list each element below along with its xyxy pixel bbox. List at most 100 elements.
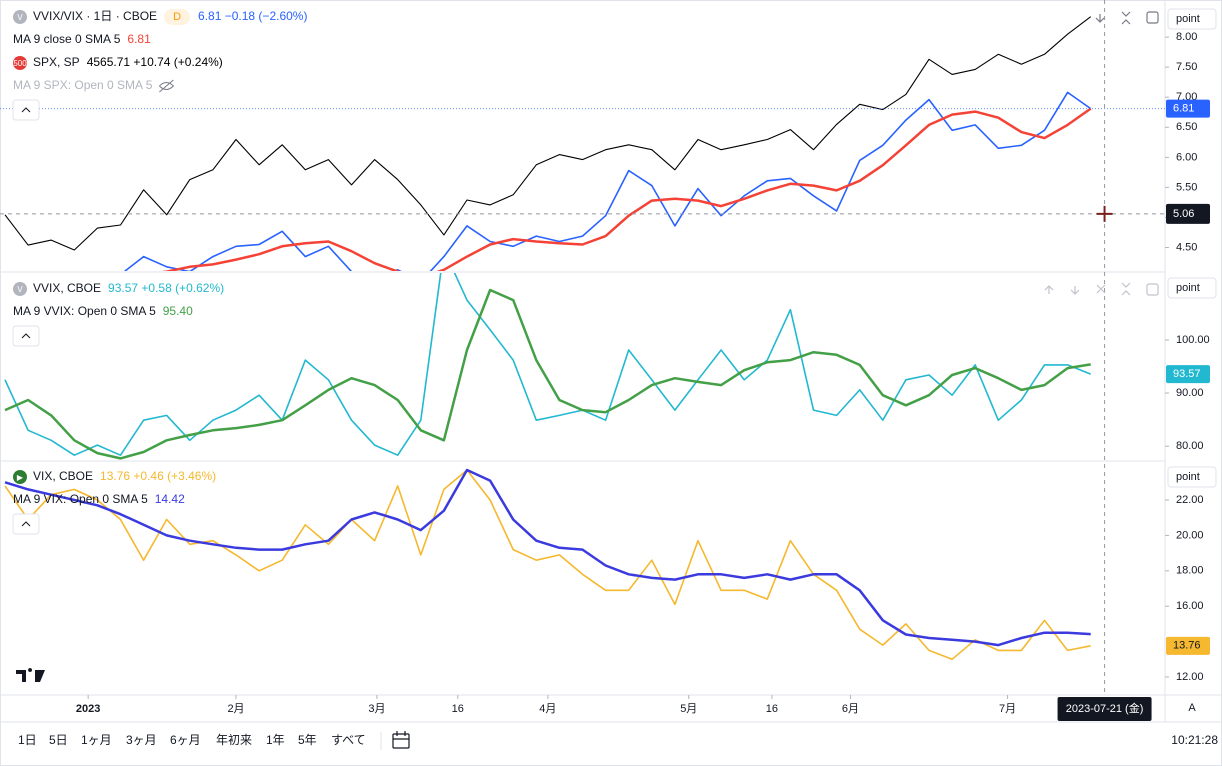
date-range-icon[interactable] xyxy=(392,731,410,749)
collapse-legend-glyph[interactable] xyxy=(21,521,31,527)
interval-badge: D xyxy=(173,11,181,23)
axis-unit-frame[interactable] xyxy=(1167,277,1217,299)
legend-name: SPX, SP xyxy=(33,55,80,69)
legend-icon-glyph: V xyxy=(17,285,23,294)
y-tick-label: 12.00 xyxy=(1176,671,1204,683)
crosshair-date: 2023-07-21 (金) xyxy=(1066,701,1144,715)
collapse-legend-glyph[interactable] xyxy=(21,333,31,339)
pane-controls[interactable] xyxy=(1044,282,1131,296)
series-line xyxy=(4,16,1092,251)
legend-value: 14.42 xyxy=(155,492,185,506)
x-tick-label: 6月 xyxy=(842,703,859,715)
x-tick-label: 16 xyxy=(452,703,464,715)
collapse-legend-glyph[interactable] xyxy=(21,107,31,113)
range-button[interactable]: 1年 xyxy=(266,733,285,747)
legend-icon-glyph: V xyxy=(17,13,23,22)
interval-badge-bg xyxy=(164,9,191,25)
legend-value: 4565.71 +10.74 (+0.24%) xyxy=(87,55,223,69)
legend-icon-glyph: 500 xyxy=(13,59,27,68)
legend-icon-glyph: ▶ xyxy=(17,473,24,482)
x-tick-label: 2023 xyxy=(76,703,100,715)
tv-logo xyxy=(16,668,45,682)
x-tick-label: 3月 xyxy=(368,703,385,715)
y-tick-label: 6.50 xyxy=(1176,121,1197,133)
range-button[interactable]: 1ヶ月 xyxy=(81,733,112,747)
scale-mode-button[interactable]: A xyxy=(1188,702,1196,714)
y-tick-label: 6.00 xyxy=(1176,151,1197,163)
y-tick-label: 80.00 xyxy=(1176,440,1204,452)
range-button[interactable]: 6ヶ月 xyxy=(170,733,201,747)
y-tick-label: 18.00 xyxy=(1176,565,1204,577)
legend-value: 6.81 −0.18 (−2.60%) xyxy=(198,9,307,23)
clock: 10:21:28 xyxy=(1171,733,1218,747)
x-tick-label: 7月 xyxy=(999,703,1016,715)
range-button[interactable]: 年初来 xyxy=(216,733,252,747)
range-button[interactable]: 3ヶ月 xyxy=(126,733,157,747)
legend-value: 95.40 xyxy=(163,304,193,318)
legend-name: VVIX, CBOE xyxy=(33,281,101,295)
legend-icon xyxy=(13,56,27,70)
visibility-icon[interactable] xyxy=(159,79,175,93)
legend-name: MA 9 VIX: Open 0 SMA 5 xyxy=(13,492,148,506)
x-tick-label: 2月 xyxy=(227,703,244,715)
x-tick-label: 4月 xyxy=(539,703,556,715)
price-badge xyxy=(1166,99,1210,118)
price-badge-label: 13.76 xyxy=(1173,640,1201,652)
collapse-legend-button[interactable] xyxy=(12,99,40,121)
collapse-button[interactable] xyxy=(1121,11,1131,25)
crosshair-price: 5.06 xyxy=(1173,208,1194,220)
legend-value: 6.81 xyxy=(127,32,151,46)
collapse-legend-button[interactable] xyxy=(12,325,40,347)
legend-name: MA 9 close 0 SMA 5 xyxy=(13,32,121,46)
y-tick-label: 20.00 xyxy=(1176,529,1204,541)
y-tick-label: 5.50 xyxy=(1176,181,1197,193)
range-button[interactable]: 5年 xyxy=(298,733,317,747)
pane-buttons[interactable] xyxy=(1044,11,1159,296)
axis-unit-button[interactable]: point xyxy=(1176,282,1200,294)
legend-name: VIX, CBOE xyxy=(33,469,93,483)
pane xyxy=(4,273,1091,460)
price-badge xyxy=(1166,636,1210,655)
x-tick-label: 16 xyxy=(766,703,778,715)
y-tick-label: 7.50 xyxy=(1176,61,1197,73)
range-button[interactable]: 5日 xyxy=(49,733,68,747)
maximize-button[interactable] xyxy=(1146,11,1159,24)
legend-icon xyxy=(13,10,27,24)
axis-unit-button[interactable]: point xyxy=(1176,471,1200,483)
series-line xyxy=(4,288,1091,460)
legend-icon xyxy=(13,282,27,296)
calendar-icon[interactable] xyxy=(392,733,410,749)
y-tick-label: 8.00 xyxy=(1176,31,1197,43)
axis-unit-button[interactable]: point xyxy=(1176,13,1200,25)
series-line xyxy=(161,107,1092,271)
maximize-button[interactable] xyxy=(1146,283,1159,296)
price-badge-label: 93.57 xyxy=(1173,368,1201,380)
y-tick-label: 4.50 xyxy=(1176,241,1197,253)
price-badge xyxy=(1166,365,1210,384)
axis-unit-frame[interactable] xyxy=(1167,8,1217,30)
legend-name: MA 9 SPX: Open 0 SMA 5 xyxy=(13,78,153,92)
crosshair-date-badge xyxy=(1057,697,1152,721)
price-badge-label: 6.81 xyxy=(1173,103,1194,115)
collapse-legend-button[interactable] xyxy=(12,513,40,535)
legend-value: 93.57 +0.58 (+0.62%) xyxy=(108,281,224,295)
legend-value: 13.76 +0.46 (+3.46%) xyxy=(100,469,216,483)
legend-name: VVIX/VIX · 1日 · CBOE xyxy=(33,9,157,23)
series-line xyxy=(123,91,1092,271)
calendar-icon-detail[interactable] xyxy=(393,731,409,740)
pane xyxy=(4,16,1092,271)
cursor xyxy=(1096,205,1113,222)
y-tick-label: 90.00 xyxy=(1176,387,1204,399)
layers: 8.007.507.006.506.005.505.004.50point6.8… xyxy=(0,0,1217,747)
range-button[interactable]: 1日 xyxy=(18,733,37,747)
range-button[interactable]: すべて xyxy=(331,733,366,747)
legend-name: MA 9 VVIX: Open 0 SMA 5 xyxy=(13,304,156,318)
series-line xyxy=(4,468,1091,647)
y-tick-label: 100.00 xyxy=(1176,334,1210,346)
axis-unit-frame[interactable] xyxy=(1167,466,1217,488)
move-down-button[interactable] xyxy=(1095,14,1105,23)
y-tick-label: 22.00 xyxy=(1176,494,1204,506)
logo-mark xyxy=(16,668,45,682)
